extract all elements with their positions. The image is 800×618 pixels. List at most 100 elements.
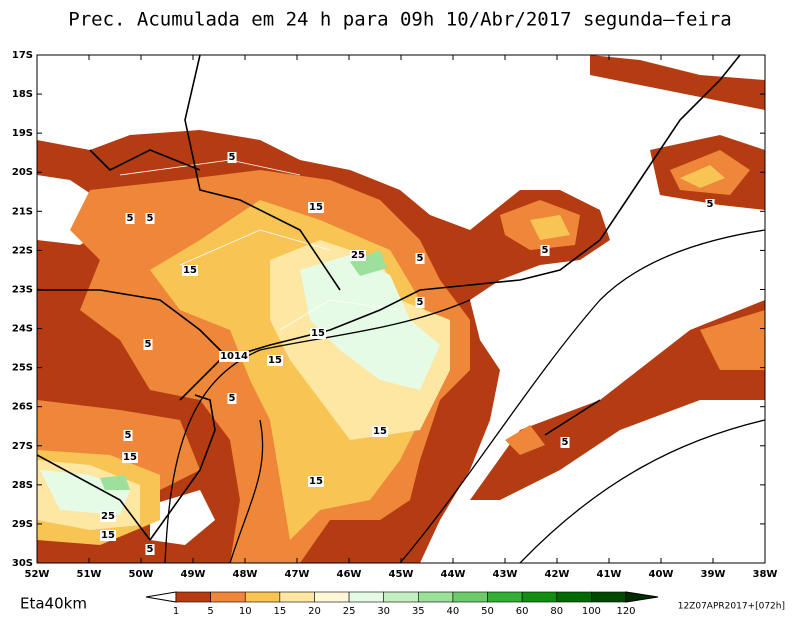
colorbar-label: 20 [308, 606, 321, 617]
contour-label: 5 [147, 544, 154, 555]
colorbar-box [383, 591, 419, 603]
run-label: 12Z07APR2017+[072h] [678, 602, 785, 612]
colorbar-label: 15 [273, 606, 286, 617]
contour-label-bg [100, 530, 116, 541]
colorbar-box [487, 591, 523, 603]
title: Prec. Acumulada em 24 h para 09h 10/Abr/… [68, 9, 731, 31]
contour-label: 5 [125, 430, 132, 441]
lat-label: 28S [12, 480, 33, 491]
lon-label: 42W [545, 569, 570, 580]
contour-label-bg [267, 355, 283, 366]
lon-label: 44W [441, 569, 466, 580]
lat-label: 24S [12, 324, 33, 335]
contour-label-bg [705, 199, 715, 210]
contour-label: 5 [145, 339, 152, 350]
lat-label: 20S [12, 167, 33, 178]
colorbar-box [521, 591, 558, 603]
colorbar-box [452, 591, 488, 603]
lon-label: 52W [25, 569, 50, 580]
contour-label: 15 [101, 530, 115, 541]
colorbar-box [279, 591, 315, 603]
contour-label-bg [310, 328, 326, 339]
contour-label-bg [372, 426, 388, 437]
contour-label-bg [122, 452, 138, 463]
colorbar-label: 30 [377, 606, 390, 617]
colorbar-box [591, 591, 627, 603]
lon-label: 48W [233, 569, 258, 580]
colorbar-box [314, 591, 350, 603]
lon-label: 43W [493, 569, 518, 580]
contour-label-bg [219, 351, 249, 362]
contour-label: 5 [417, 253, 424, 264]
contour-label-bg [143, 339, 153, 350]
contour-label: 5 [229, 152, 236, 163]
contour-label: 5 [707, 199, 714, 210]
contour-label-bg [308, 476, 324, 487]
colorbar-box [556, 591, 592, 603]
contour-label-bg [540, 245, 550, 256]
contour-label: 5 [542, 245, 549, 256]
lat-label: 22S [12, 245, 33, 256]
lat-label: 21S [12, 206, 33, 217]
lon-label: 40W [649, 569, 674, 580]
colorbar-box [418, 591, 454, 603]
contour-label-bg [182, 265, 198, 276]
contour-label: 25 [101, 511, 115, 522]
lon-label: 45W [389, 569, 414, 580]
lat-label: 26S [12, 402, 33, 413]
colorbar-label: 1 [173, 606, 179, 617]
colorbar-label: 5 [207, 606, 213, 617]
colorbar-box [175, 591, 211, 603]
contour-label: 15 [268, 355, 282, 366]
contour-label-bg [227, 393, 237, 404]
contour-label: 15 [373, 426, 387, 437]
contour-label-bg [308, 202, 324, 213]
colorbar-label: 35 [412, 606, 425, 617]
contour-label: 5 [417, 297, 424, 308]
lon-label: 39W [701, 569, 726, 580]
map-field [37, 55, 765, 563]
contour-label: 1014 [220, 351, 248, 362]
contour-label: 5 [147, 213, 154, 224]
lat-label: 19S [12, 128, 33, 139]
lon-label: 38W [753, 569, 778, 580]
lat-label: 18S [12, 89, 33, 100]
lat-label: 23S [12, 284, 33, 295]
lat-label: 25S [12, 363, 33, 374]
colorbar-box [348, 591, 384, 603]
contour-label-bg [125, 213, 135, 224]
contour-label-bg [145, 544, 155, 555]
contour-label: 15 [309, 202, 323, 213]
colorbar-label: 120 [616, 606, 635, 617]
lon-label: 49W [181, 569, 206, 580]
contour-label: 15 [123, 452, 137, 463]
lon-label: 51W [77, 569, 102, 580]
colorbar-label: 100 [582, 606, 601, 617]
contour-label-bg [415, 253, 425, 264]
colorbar-box [210, 591, 246, 603]
contour-label-bg [415, 297, 425, 308]
contour-label: 25 [351, 250, 365, 261]
colorbar-label: 50 [481, 606, 494, 617]
lat-label: 27S [12, 441, 33, 452]
contour-label-bg [560, 437, 570, 448]
contour-label-bg [123, 430, 133, 441]
model-label: Eta40km [20, 595, 87, 613]
colorbar-high [625, 591, 659, 603]
contour-label: 15 [309, 476, 323, 487]
contour-label-bg [350, 250, 366, 261]
contour-label-bg [100, 511, 116, 522]
colorbar-label: 40 [447, 606, 460, 617]
lat-label: 30S [12, 558, 33, 569]
contour-label: 5 [127, 213, 134, 224]
lat-label: 29S [12, 519, 33, 530]
lon-label: 47W [285, 569, 310, 580]
colorbar-label: 60 [516, 606, 529, 617]
colorbar-box [244, 591, 281, 603]
lon-label: 46W [337, 569, 362, 580]
lon-label: 41W [597, 569, 622, 580]
colorbar-low [145, 591, 177, 603]
lon-label: 50W [129, 569, 154, 580]
contour-label-bg [145, 213, 155, 224]
